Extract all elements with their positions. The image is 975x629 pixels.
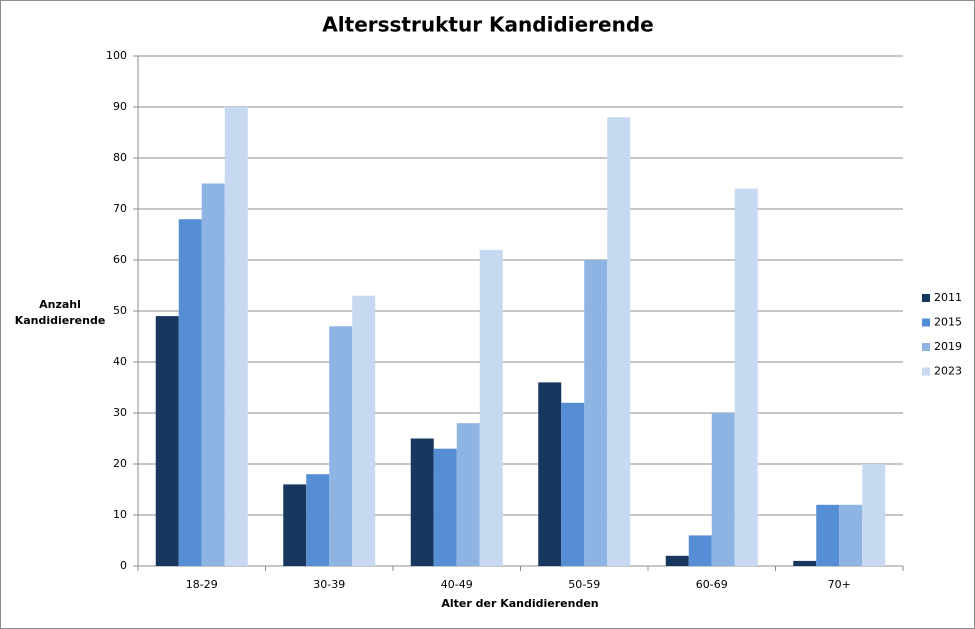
- y-tick-label: 100: [106, 49, 127, 62]
- y-tick-label: 70: [113, 202, 127, 215]
- bar: [283, 484, 307, 566]
- bar: [584, 260, 608, 566]
- legend-swatch: [922, 367, 930, 376]
- bar: [329, 326, 353, 566]
- bar: [479, 249, 503, 567]
- bar: [607, 117, 631, 566]
- bar: [352, 295, 376, 566]
- y-tick-label: 30: [113, 406, 127, 419]
- legend-swatch: [922, 294, 930, 302]
- bar: [306, 474, 330, 566]
- y-tick-label: 40: [113, 355, 127, 368]
- legend-label: 2011: [934, 291, 962, 304]
- bar: [665, 555, 689, 566]
- y-tick-label: 10: [113, 508, 127, 521]
- bar: [178, 219, 202, 566]
- bar: [456, 423, 480, 566]
- x-tick-label: 50-59: [568, 578, 600, 591]
- y-tick-label: 80: [113, 151, 127, 164]
- bar: [734, 188, 758, 566]
- bar: [433, 448, 457, 566]
- bar: [224, 107, 248, 566]
- bar: [688, 535, 712, 566]
- bar: [793, 560, 817, 566]
- y-axis-title: Anzahl Kandidierende: [14, 298, 106, 327]
- bar: [410, 438, 434, 566]
- bar: [155, 316, 179, 566]
- x-tick-label: 70+: [828, 578, 851, 591]
- bar: [201, 183, 225, 566]
- legend-label: 2015: [934, 316, 962, 329]
- x-tick-label: 30-39: [313, 578, 345, 591]
- x-axis-title: Alter der Kandidierenden: [441, 597, 598, 610]
- x-tick-label: 60-69: [696, 578, 728, 591]
- y-tick-label: 20: [113, 457, 127, 470]
- legend-swatch: [922, 318, 930, 327]
- y-tick-label: 50: [113, 304, 127, 317]
- bar: [839, 504, 863, 566]
- bar: [538, 382, 562, 566]
- bar: [816, 504, 840, 566]
- bar: [862, 464, 886, 566]
- y-tick-label: 90: [113, 100, 127, 113]
- legend-swatch: [922, 343, 930, 351]
- bar: [561, 402, 585, 566]
- legend-label: 2019: [934, 340, 962, 353]
- y-tick-label: 60: [113, 253, 127, 266]
- x-tick-label: 18-29: [186, 578, 218, 591]
- bar: [711, 413, 735, 566]
- chart-title: Altersstruktur Kandidierende: [322, 13, 653, 37]
- legend-label: 2023: [934, 365, 962, 378]
- x-tick-label: 40-49: [441, 578, 473, 591]
- y-tick-label: 0: [120, 559, 127, 572]
